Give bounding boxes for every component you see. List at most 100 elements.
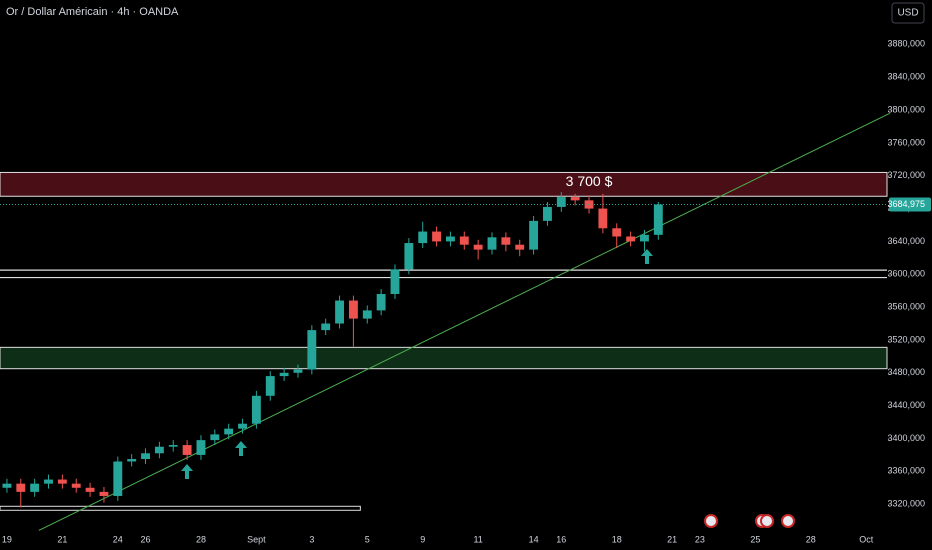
annotation: 3 700 $ (566, 173, 613, 189)
flag-icon[interactable] (760, 514, 774, 528)
candle-body (251, 395, 261, 424)
flag-icon[interactable] (704, 514, 718, 528)
y-tick-label: 3800,000 (887, 104, 925, 114)
trendline (38, 112, 890, 531)
candle-body (626, 236, 636, 242)
y-tick-label: 3600,000 (887, 269, 925, 279)
candle-body (487, 237, 497, 250)
flag-icon[interactable] (781, 514, 795, 528)
candle-body (168, 445, 178, 447)
price-zone (0, 171, 888, 197)
candle-body (348, 300, 358, 319)
candle-body (44, 479, 53, 484)
candle-body (584, 200, 594, 209)
candle-body (612, 228, 622, 237)
candle-body (376, 293, 386, 311)
candle-body (307, 330, 317, 370)
candle-body (71, 483, 81, 488)
y-tick-label: 3720,000 (887, 170, 925, 180)
currency-button[interactable] (891, 2, 925, 24)
candle-body (113, 461, 123, 496)
arrows (181, 249, 653, 479)
y-tick-label: 3520,000 (887, 334, 925, 344)
candle-body (459, 236, 469, 245)
last-price-tag (889, 197, 931, 212)
y-tick-label: 3560,000 (887, 301, 925, 311)
candle-body (265, 376, 275, 396)
candle-body (515, 244, 525, 250)
candle-body (640, 234, 649, 242)
x-tick-label: 18 (612, 534, 622, 544)
candle-body (501, 237, 511, 245)
event-flags (704, 514, 795, 528)
currency-label: USD (897, 8, 918, 19)
candle-body (99, 491, 109, 496)
x-tick-label: 28 (196, 534, 206, 544)
x-tick-label: 14 (529, 534, 539, 544)
y-tick-label: 3480,000 (887, 367, 925, 377)
zones-layer (0, 171, 888, 511)
candle-body (418, 231, 428, 244)
x-tick-label: 3 (309, 534, 314, 544)
candle-body (2, 483, 12, 488)
x-tick-label: 16 (556, 534, 566, 544)
candle-body (293, 369, 303, 373)
candle-body (141, 453, 150, 460)
x-tick-label: 11 (473, 534, 482, 544)
x-tick-label: 28 (806, 534, 816, 544)
candle-body (404, 243, 414, 270)
candle-body (321, 323, 331, 331)
candle-body (335, 300, 344, 324)
candle-body (543, 206, 552, 221)
y-tick-label: 3320,000 (887, 499, 925, 509)
x-tick-label: Sept (247, 534, 266, 544)
candle-body (653, 204, 663, 235)
x-tick-label: 5 (365, 534, 370, 544)
y-tick-label: 3840,000 (887, 72, 925, 82)
candle-body (570, 197, 580, 201)
x-tick-label: 21 (667, 534, 677, 544)
x-tick-label: 9 (420, 534, 425, 544)
candle-body (85, 487, 95, 492)
candle-body (445, 236, 455, 242)
main-layer: 3320,000 3360,000 3400,000 3440,000 3480,000… (0, 39, 931, 544)
x-tick-label: 21 (57, 534, 67, 544)
x-tick-label: 25 (750, 534, 760, 544)
price-zone (0, 346, 888, 370)
candle-body (432, 231, 442, 242)
arrow-icon (235, 441, 247, 456)
candle-body (362, 310, 372, 319)
candle-body (210, 434, 220, 441)
chart-title: Or / Dollar Américain · 4h · OANDA (6, 6, 179, 18)
candle-body (30, 483, 40, 492)
y-tick-label: 3640,000 (887, 236, 925, 246)
y-tick-label: 3360,000 (887, 466, 925, 476)
candle-body (224, 428, 234, 435)
y-tick-label: 3880,000 (887, 39, 925, 49)
last-price-label: 3684,975 (887, 199, 925, 209)
candle-body (154, 446, 164, 454)
x-tick-label: Oct (859, 534, 874, 544)
support-line (0, 505, 361, 511)
candle-body (16, 483, 26, 492)
candle-body (182, 445, 192, 455)
candle-body (556, 197, 566, 207)
candle-body (279, 372, 289, 377)
candle-body (529, 220, 539, 250)
candle-body (127, 459, 137, 462)
y-tick-label: 3440,000 (887, 400, 925, 410)
candle-body (473, 244, 483, 250)
x-tick-label: 24 (113, 534, 123, 544)
arrow-icon (641, 249, 653, 264)
x-tick-label: 19 (2, 534, 12, 544)
y-tick-label: 3400,000 (887, 433, 925, 443)
x-tick-label: 23 (695, 534, 705, 544)
x-tick-label: 26 (141, 534, 151, 544)
arrow-icon (181, 464, 193, 479)
candle-body (598, 208, 608, 229)
y-tick-label: 3760,000 (887, 137, 925, 147)
candle-body (57, 479, 67, 484)
